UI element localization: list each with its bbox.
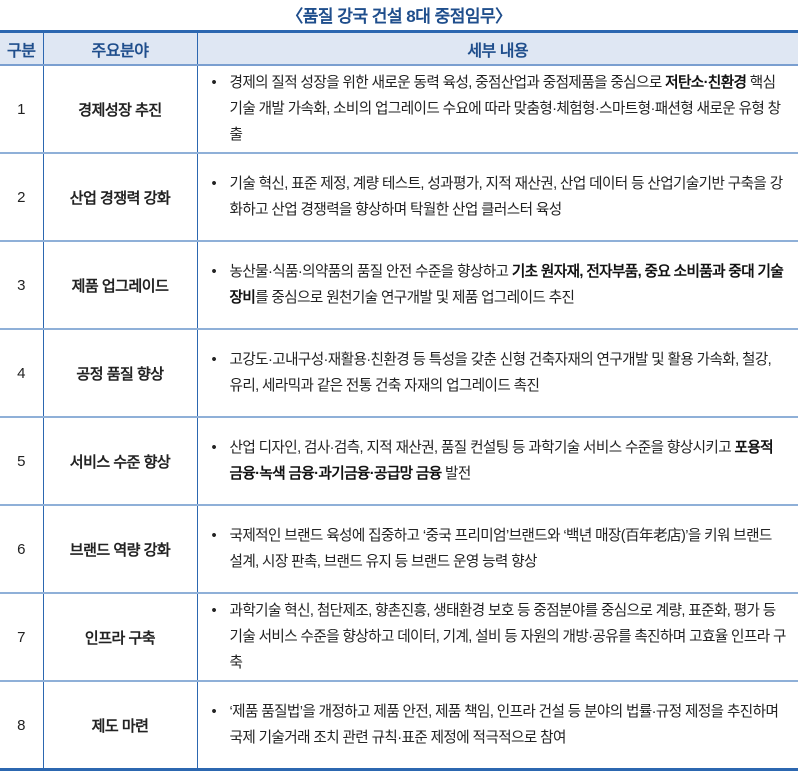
emphasis-text: 포용적 금융·녹색 금융·과기금융·공급망 금융 <box>229 440 774 482</box>
detail-text: 과학기술 혁신, 첨단제조, 향촌진흥, 생태환경 보호 등 중점분야를 중심으… <box>229 603 787 671</box>
row-detail: • ‘제품 품질법’을 개정하고 제품 안전, 제품 책임, 인프라 건설 등 분… <box>196 681 798 771</box>
emphasis-text: 저탄소·친환경 <box>665 75 747 91</box>
detail-paragraph: ‘제품 품질법’을 개정하고 제품 안전, 제품 책임, 인프라 건설 등 분야… <box>230 699 787 751</box>
mission-table: 구분 주요분야 세부 내용 1 경제성장 추진 • 경제의 질적 성장을 위한 새로운… <box>0 30 798 771</box>
row-area: 브랜드 역량 강화 <box>42 505 197 594</box>
table-header: 구분 주요분야 세부 내용 <box>0 31 798 65</box>
row-number: 3 <box>0 241 43 330</box>
detail-paragraph: 국제적인 브랜드 육성에 집중하고 ‘중국 프리미엄’브랜드와 ‘백년 매장(百… <box>230 523 787 575</box>
bullet-icon: • <box>211 264 217 280</box>
row-area: 산업 경쟁력 강화 <box>42 153 197 242</box>
row-number: 2 <box>0 153 43 242</box>
row-detail: • 고강도·고내구성·재활용·친환경 등 특성을 갖춘 신형 건축자재의 연구개발… <box>196 329 798 418</box>
row-number: 6 <box>0 505 43 594</box>
row-detail: • 과학기술 혁신, 첨단제조, 향촌진흥, 생태환경 보호 등 중점분야를 중심… <box>196 593 798 682</box>
row-area: 경제성장 추진 <box>42 65 197 154</box>
row-number: 7 <box>0 593 43 682</box>
detail-text: 발전 <box>441 466 471 482</box>
bullet-icon: • <box>211 176 217 192</box>
row-number: 5 <box>0 417 43 506</box>
bullet-icon: • <box>211 528 217 544</box>
table-row: 1 경제성장 추진 • 경제의 질적 성장을 위한 새로운 동력 육성, 중점산업과 … <box>0 65 798 154</box>
detail-paragraph: 경제의 질적 성장을 위한 새로운 동력 육성, 중점산업과 중점제품을 중심으… <box>230 70 787 148</box>
detail-paragraph: 과학기술 혁신, 첨단제조, 향촌진흥, 생태환경 보호 등 중점분야를 중심으… <box>230 598 787 676</box>
table-row: 3 제품 업그레이드 • 농산물·식품·의약품의 품질 안전 수준을 향상하고 기초 … <box>0 241 798 330</box>
detail-text: 기술 혁신, 표준 제정, 계량 테스트, 성과평가, 지적 재산권, 산업 데… <box>229 176 784 218</box>
row-number: 4 <box>0 329 43 418</box>
header-area: 주요분야 <box>42 31 197 65</box>
bullet-icon: • <box>211 352 217 368</box>
detail-text: 고강도·고내구성·재활용·친환경 등 특성을 갖춘 신형 건축자재의 연구개발 … <box>229 352 772 394</box>
detail-paragraph: 기술 혁신, 표준 제정, 계량 테스트, 성과평가, 지적 재산권, 산업 데… <box>230 171 787 223</box>
bullet-icon: • <box>211 704 217 720</box>
table-title: 〈품질 강국 건설 8대 중점임무〉 <box>286 7 512 26</box>
row-area: 제도 마련 <box>42 681 197 771</box>
row-detail: • 산업 디자인, 검사·검측, 지적 재산권, 품질 컨설팅 등 과학기술 서비… <box>196 417 798 506</box>
row-area: 공정 품질 향상 <box>42 329 197 418</box>
table-row: 6 브랜드 역량 강화 • 국제적인 브랜드 육성에 집중하고 ‘중국 프리미엄’브랜… <box>0 505 798 594</box>
bullet-icon: • <box>211 75 217 91</box>
row-detail: • 국제적인 브랜드 육성에 집중하고 ‘중국 프리미엄’브랜드와 ‘백년 매장(… <box>196 505 798 594</box>
emphasis-text: 기초 원자재, 전자부품, 중요 소비품과 중대 기술 장비 <box>229 264 784 306</box>
row-detail: • 농산물·식품·의약품의 품질 안전 수준을 향상하고 기초 원자재, 전자부품… <box>196 241 798 330</box>
row-area: 인프라 구축 <box>42 593 197 682</box>
detail-paragraph: 고강도·고내구성·재활용·친환경 등 특성을 갖춘 신형 건축자재의 연구개발 … <box>230 347 787 399</box>
detail-text: 를 중심으로 원천기술 연구개발 및 제품 업그레이드 추진 <box>255 290 575 306</box>
detail-text: 농산물·식품·의약품의 품질 안전 수준을 향상하고 <box>229 264 512 280</box>
bullet-icon: • <box>211 440 217 456</box>
bullet-icon: • <box>211 603 217 619</box>
detail-text: 국제적인 브랜드 육성에 집중하고 ‘중국 프리미엄’브랜드와 ‘백년 매장(百… <box>229 528 773 570</box>
row-detail: • 경제의 질적 성장을 위한 새로운 동력 육성, 중점산업과 중점제품을 중심… <box>196 65 798 154</box>
row-number: 1 <box>0 65 43 154</box>
header-no: 구분 <box>7 42 36 60</box>
table-row: 2 산업 경쟁력 강화 • 기술 혁신, 표준 제정, 계량 테스트, 성과평가, 지… <box>0 153 798 242</box>
table-row: 8 제도 마련 • ‘제품 품질법’을 개정하고 제품 안전, 제품 책임, 인프라 … <box>0 681 798 771</box>
table-row: 5 서비스 수준 향상 • 산업 디자인, 검사·검측, 지적 재산권, 품질 컨설팅… <box>0 417 798 506</box>
row-number: 8 <box>0 681 43 771</box>
detail-text: 경제의 질적 성장을 위한 새로운 동력 육성, 중점산업과 중점제품을 중심으… <box>229 75 666 91</box>
detail-text: 핵심기술 개발 가속화, 소비의 업그레이드 수요에 따라 맞춤형·체험형·스마… <box>229 75 782 143</box>
row-detail: • 기술 혁신, 표준 제정, 계량 테스트, 성과평가, 지적 재산권, 산업 … <box>196 153 798 242</box>
detail-paragraph: 농산물·식품·의약품의 품질 안전 수준을 향상하고 기초 원자재, 전자부품,… <box>230 259 787 311</box>
detail-paragraph: 산업 디자인, 검사·검측, 지적 재산권, 품질 컨설팅 등 과학기술 서비스… <box>230 435 787 487</box>
row-area: 제품 업그레이드 <box>42 241 197 330</box>
detail-text: ‘제품 품질법’을 개정하고 제품 안전, 제품 책임, 인프라 건설 등 분야… <box>229 704 779 746</box>
table-row: 7 인프라 구축 • 과학기술 혁신, 첨단제조, 향촌진흥, 생태환경 보호 등 중… <box>0 593 798 682</box>
table-row: 4 공정 품질 향상 • 고강도·고내구성·재활용·친환경 등 특성을 갖춘 신형 건… <box>0 329 798 418</box>
header-detail: 세부 내용 <box>196 31 798 65</box>
row-area: 서비스 수준 향상 <box>42 417 197 506</box>
detail-text: 산업 디자인, 검사·검측, 지적 재산권, 품질 컨설팅 등 과학기술 서비스… <box>229 440 735 456</box>
